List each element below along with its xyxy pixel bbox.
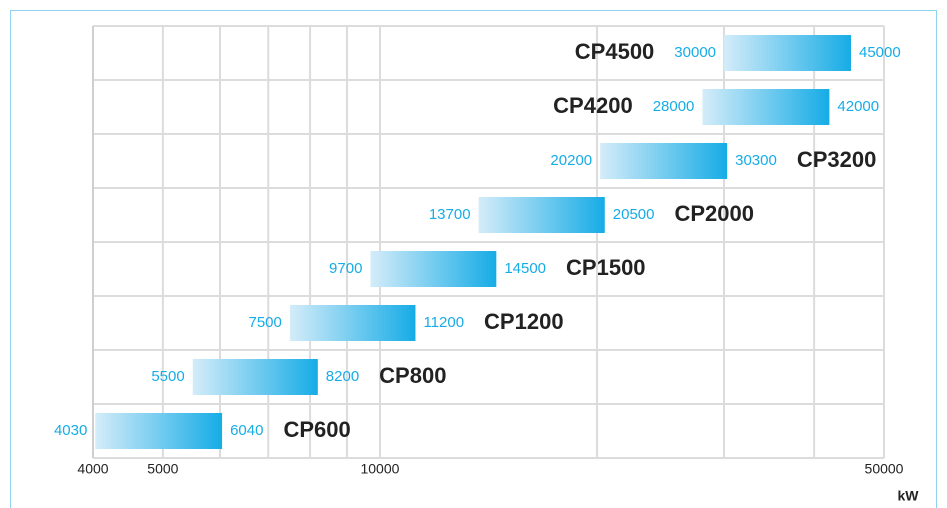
- start-label: 7500: [248, 314, 281, 331]
- category-label: CP4500: [575, 39, 655, 64]
- marks: 4030 6040 CP600 5500 8200 CP800 7500 11200 CP120…: [54, 35, 901, 449]
- x-tick-label: 5000: [147, 461, 178, 477]
- start-label: 4030: [54, 422, 87, 439]
- category-label: CP800: [379, 363, 446, 388]
- start-label: 20200: [550, 152, 592, 169]
- bar: [192, 359, 318, 395]
- category-label: CP1200: [484, 309, 564, 334]
- category-label: CP4200: [553, 93, 633, 118]
- bar: [95, 413, 223, 449]
- end-label: 8200: [326, 368, 359, 385]
- end-label: 30300: [735, 152, 777, 169]
- bar: [289, 305, 416, 341]
- category-label: CP3200: [797, 147, 877, 172]
- bar: [702, 89, 830, 125]
- end-label: 20500: [613, 206, 655, 223]
- end-label: 14500: [504, 260, 546, 277]
- category-label: CP600: [283, 417, 350, 442]
- start-label: 13700: [429, 206, 471, 223]
- x-tick-label: 10000: [360, 461, 399, 477]
- grid: [92, 25, 885, 459]
- x-tick-label: 50000: [865, 461, 904, 477]
- start-label: 28000: [653, 98, 695, 115]
- end-label: 6040: [230, 422, 263, 439]
- bar: [370, 251, 497, 287]
- end-label: 45000: [859, 44, 901, 61]
- bar: [478, 197, 605, 233]
- category-label: CP1500: [566, 255, 646, 280]
- category-label: CP2000: [674, 201, 754, 226]
- frame: [10, 10, 937, 508]
- start-label: 30000: [674, 44, 716, 61]
- bar: [600, 143, 728, 179]
- x-axis-label: kW: [898, 488, 920, 504]
- bar: [724, 35, 852, 71]
- start-label: 5500: [151, 368, 184, 385]
- start-label: 9700: [329, 260, 362, 277]
- end-label: 11200: [423, 314, 464, 331]
- x-tick-label: 4000: [77, 461, 108, 477]
- end-label: 42000: [837, 98, 879, 115]
